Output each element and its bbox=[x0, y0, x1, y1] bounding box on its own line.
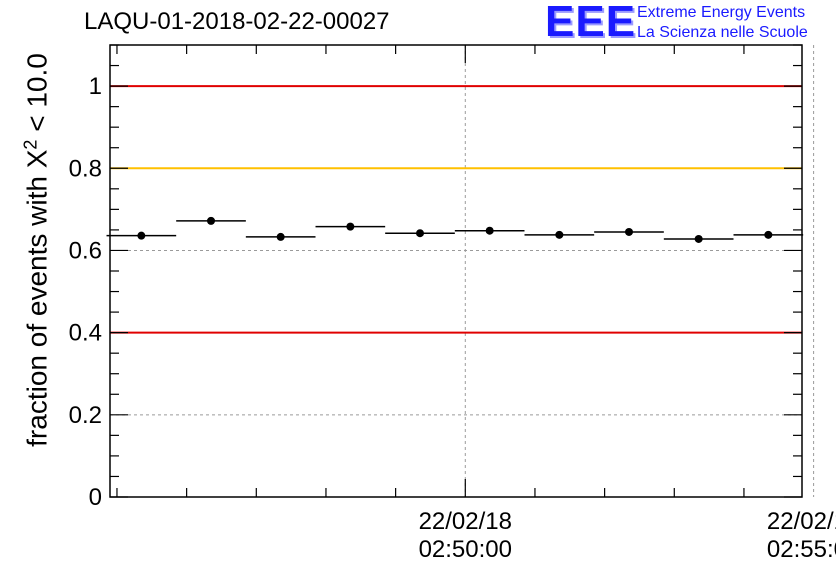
y-tick-label: 0.6 bbox=[69, 237, 102, 264]
data-point-5 bbox=[485, 226, 494, 235]
y-tick-label: 0.4 bbox=[69, 320, 102, 347]
eee-logo: EEE Extreme Energy Events La Scienza nel… bbox=[545, 0, 835, 46]
eee-logo-text: Extreme Energy Events La Scienza nelle S… bbox=[637, 3, 808, 43]
y-tick-label: 0.2 bbox=[69, 402, 102, 429]
plot-frame bbox=[109, 44, 803, 498]
chart-title: LAQU-01-2018-02-22-00027 bbox=[84, 8, 390, 35]
data-point-3 bbox=[346, 222, 355, 231]
data-point-9 bbox=[764, 230, 773, 239]
x-tick-label-time: 02:50:00 bbox=[418, 536, 512, 563]
x-tick-label-date: 22/02/18 bbox=[766, 508, 836, 535]
eee-logo-mark: EEE bbox=[545, 0, 637, 46]
x-tick-label-0: 22/02/18 02:50:00 bbox=[395, 508, 535, 564]
data-point-7 bbox=[625, 227, 633, 236]
data-point-4 bbox=[416, 229, 425, 238]
logo-line-2: La Scienza nelle Scuole bbox=[637, 24, 808, 41]
y-tick-label: 0.8 bbox=[69, 155, 102, 182]
data-point-6 bbox=[555, 230, 564, 239]
data-point-0 bbox=[137, 231, 146, 240]
data-point-1 bbox=[207, 216, 216, 225]
y-tick-label: 0 bbox=[89, 484, 102, 511]
x-tick-label-time: 02:55:00 bbox=[766, 536, 836, 563]
logo-line-1: Extreme Energy Events bbox=[637, 4, 806, 21]
data-point-8 bbox=[694, 234, 703, 243]
x-tick-label-date: 22/02/18 bbox=[418, 508, 512, 535]
y-tick-label: 1 bbox=[89, 73, 102, 100]
data-point-2 bbox=[276, 232, 285, 241]
